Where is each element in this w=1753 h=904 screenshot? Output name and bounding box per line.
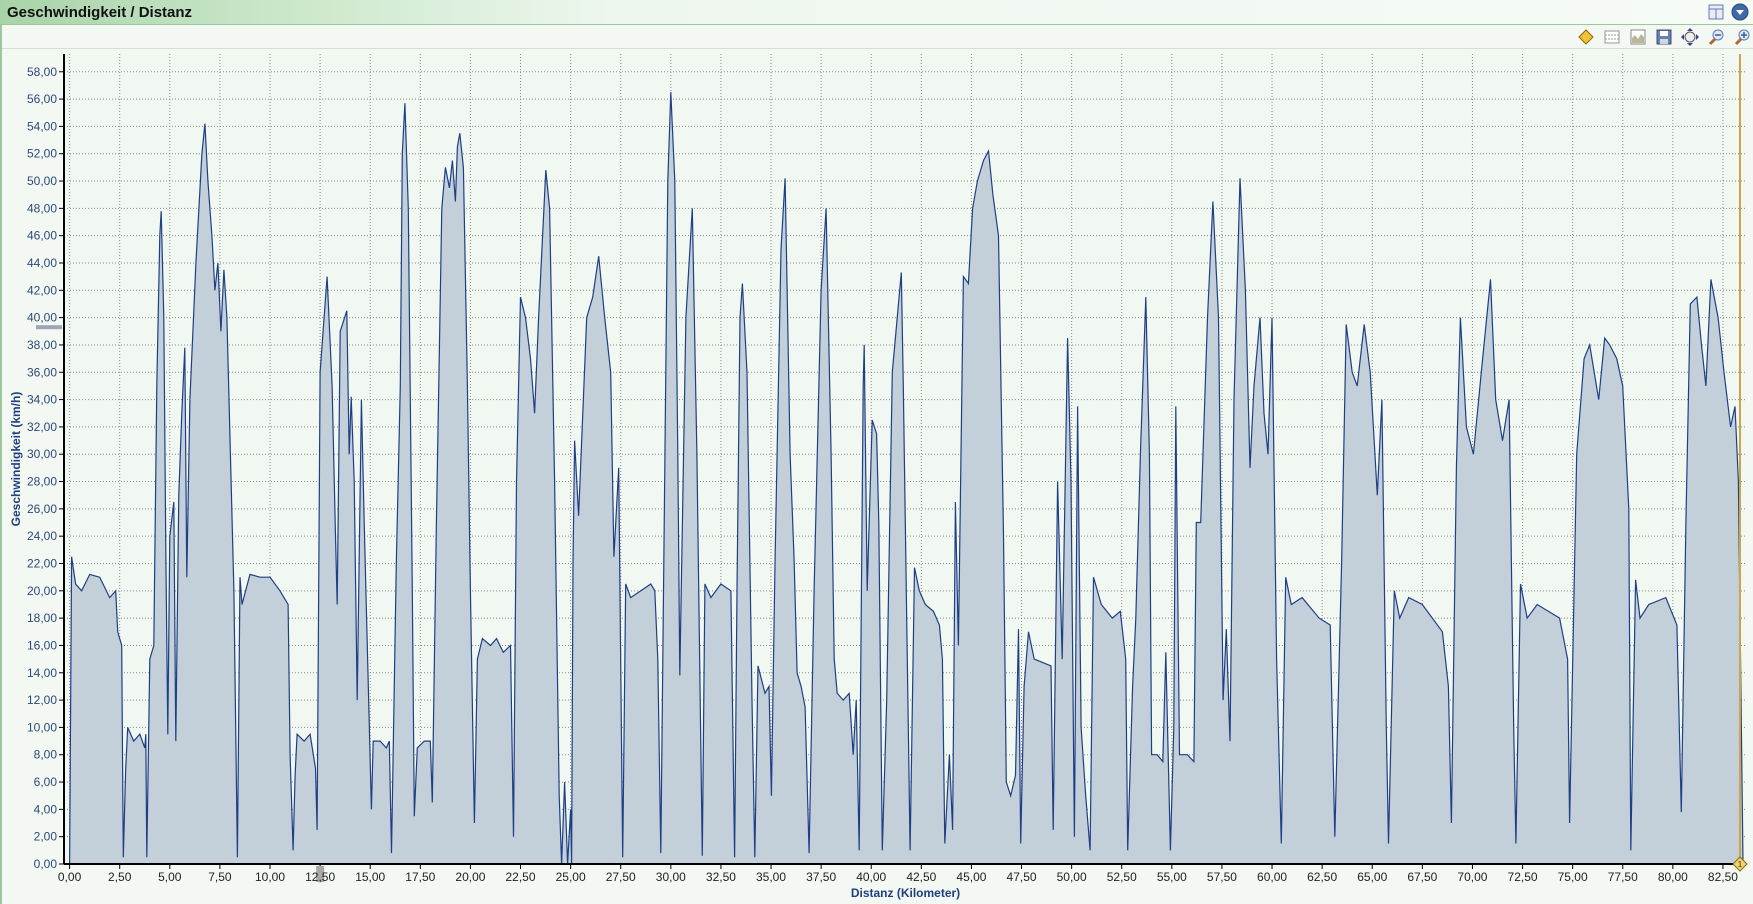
- y-tick-label: 48,00: [27, 201, 57, 215]
- y-axis-title: Geschwindigkeit (km/h): [9, 392, 23, 527]
- cursor-marker-icon: [1732, 856, 1748, 872]
- y-tick-label: 40,00: [27, 311, 57, 325]
- y-tick-label: 44,00: [27, 256, 57, 270]
- x-cursor-highlight: [316, 866, 325, 882]
- x-tick-label: 7,50: [208, 870, 232, 884]
- x-tick-label: 65,00: [1357, 870, 1387, 884]
- x-tick-label: 50,00: [1057, 870, 1087, 884]
- y-tick-label: 0,00: [34, 857, 58, 871]
- y-tick-label: 6,00: [34, 775, 58, 789]
- x-tick-label: 55,00: [1157, 870, 1187, 884]
- x-tick-label: 0,00: [58, 870, 82, 884]
- x-tick-label: 20,00: [455, 870, 485, 884]
- x-tick-label: 57,50: [1207, 870, 1237, 884]
- y-tick-label: 38,00: [27, 338, 57, 352]
- x-tick-label: 75,00: [1558, 870, 1588, 884]
- y-cursor-highlight: [36, 325, 62, 330]
- x-axis-title: Distanz (Kilometer): [851, 886, 960, 900]
- title-bar: Geschwindigkeit / Distanz: [0, 0, 1753, 25]
- y-tick-label: 54,00: [27, 119, 57, 133]
- speed-line: [69, 92, 1744, 865]
- x-tick-label: 32,50: [706, 870, 736, 884]
- y-tick-label: 26,00: [27, 502, 57, 516]
- y-tick-label: 34,00: [27, 393, 57, 407]
- x-tick-label: 25,00: [556, 870, 586, 884]
- x-tick-label: 17,50: [405, 870, 435, 884]
- y-tick-label: 2,00: [34, 830, 58, 844]
- y-tick-label: 4,00: [34, 802, 58, 816]
- axes: 0,002,004,006,008,0010,0012,0014,0016,00…: [27, 54, 1748, 884]
- marker-diamond-icon[interactable]: [1577, 28, 1595, 46]
- y-tick-label: 20,00: [27, 584, 57, 598]
- zoom-out-icon[interactable]: [1707, 28, 1725, 46]
- y-tick-label: 10,00: [27, 720, 57, 734]
- x-tick-label: 35,00: [756, 870, 786, 884]
- y-tick-label: 52,00: [27, 147, 57, 161]
- x-tick-label: 70,00: [1457, 870, 1487, 884]
- x-tick-label: 42,50: [906, 870, 936, 884]
- x-tick-label: 67,50: [1407, 870, 1437, 884]
- save-icon[interactable]: [1655, 28, 1673, 46]
- x-tick-label: 2,50: [108, 870, 132, 884]
- cursor-marker-label: 1: [1738, 860, 1743, 869]
- dropdown-circle-icon[interactable]: [1731, 3, 1749, 21]
- y-tick-label: 24,00: [27, 529, 57, 543]
- area-chart-icon[interactable]: [1629, 28, 1647, 46]
- x-tick-label: 72,50: [1508, 870, 1538, 884]
- y-tick-label: 12,00: [27, 693, 57, 707]
- x-tick-label: 22,50: [506, 870, 536, 884]
- x-tick-label: 62,50: [1307, 870, 1337, 884]
- y-tick-label: 32,00: [27, 420, 57, 434]
- speed-distance-chart[interactable]: 0,002,004,006,008,0010,0012,0014,0016,00…: [0, 50, 1753, 904]
- y-tick-label: 58,00: [27, 65, 57, 79]
- window-title: Geschwindigkeit / Distanz: [7, 4, 193, 21]
- y-tick-label: 28,00: [27, 475, 57, 489]
- x-tick-label: 27,50: [606, 870, 636, 884]
- speed-area: [69, 92, 1744, 864]
- y-tick-label: 30,00: [27, 447, 57, 461]
- x-tick-label: 77,50: [1608, 870, 1638, 884]
- y-tick-label: 8,00: [34, 748, 58, 762]
- pan-icon[interactable]: [1681, 28, 1699, 46]
- x-tick-label: 5,00: [158, 870, 182, 884]
- x-tick-label: 37,50: [806, 870, 836, 884]
- x-tick-label: 52,50: [1107, 870, 1137, 884]
- x-tick-label: 82,50: [1708, 870, 1738, 884]
- y-tick-label: 42,00: [27, 283, 57, 297]
- x-tick-label: 60,00: [1257, 870, 1287, 884]
- panel-border: [0, 25, 2, 904]
- x-tick-label: 10,00: [255, 870, 285, 884]
- x-tick-label: 30,00: [656, 870, 686, 884]
- zoom-in-icon[interactable]: [1733, 28, 1751, 46]
- y-tick-label: 56,00: [27, 92, 57, 106]
- x-tick-label: 12,50: [305, 870, 335, 884]
- y-tick-label: 50,00: [27, 174, 57, 188]
- y-tick-label: 16,00: [27, 638, 57, 652]
- y-tick-label: 22,00: [27, 556, 57, 570]
- y-tick-label: 46,00: [27, 229, 57, 243]
- x-tick-label: 80,00: [1658, 870, 1688, 884]
- x-tick-label: 47,50: [1007, 870, 1037, 884]
- y-tick-label: 18,00: [27, 611, 57, 625]
- x-tick-label: 15,00: [355, 870, 385, 884]
- layout-icon[interactable]: [1707, 3, 1725, 21]
- chart-toolbar: [0, 25, 1753, 49]
- x-tick-label: 45,00: [956, 870, 986, 884]
- x-tick-label: 40,00: [856, 870, 886, 884]
- grid-lines-icon[interactable]: [1603, 28, 1621, 46]
- y-tick-label: 36,00: [27, 365, 57, 379]
- y-tick-label: 14,00: [27, 666, 57, 680]
